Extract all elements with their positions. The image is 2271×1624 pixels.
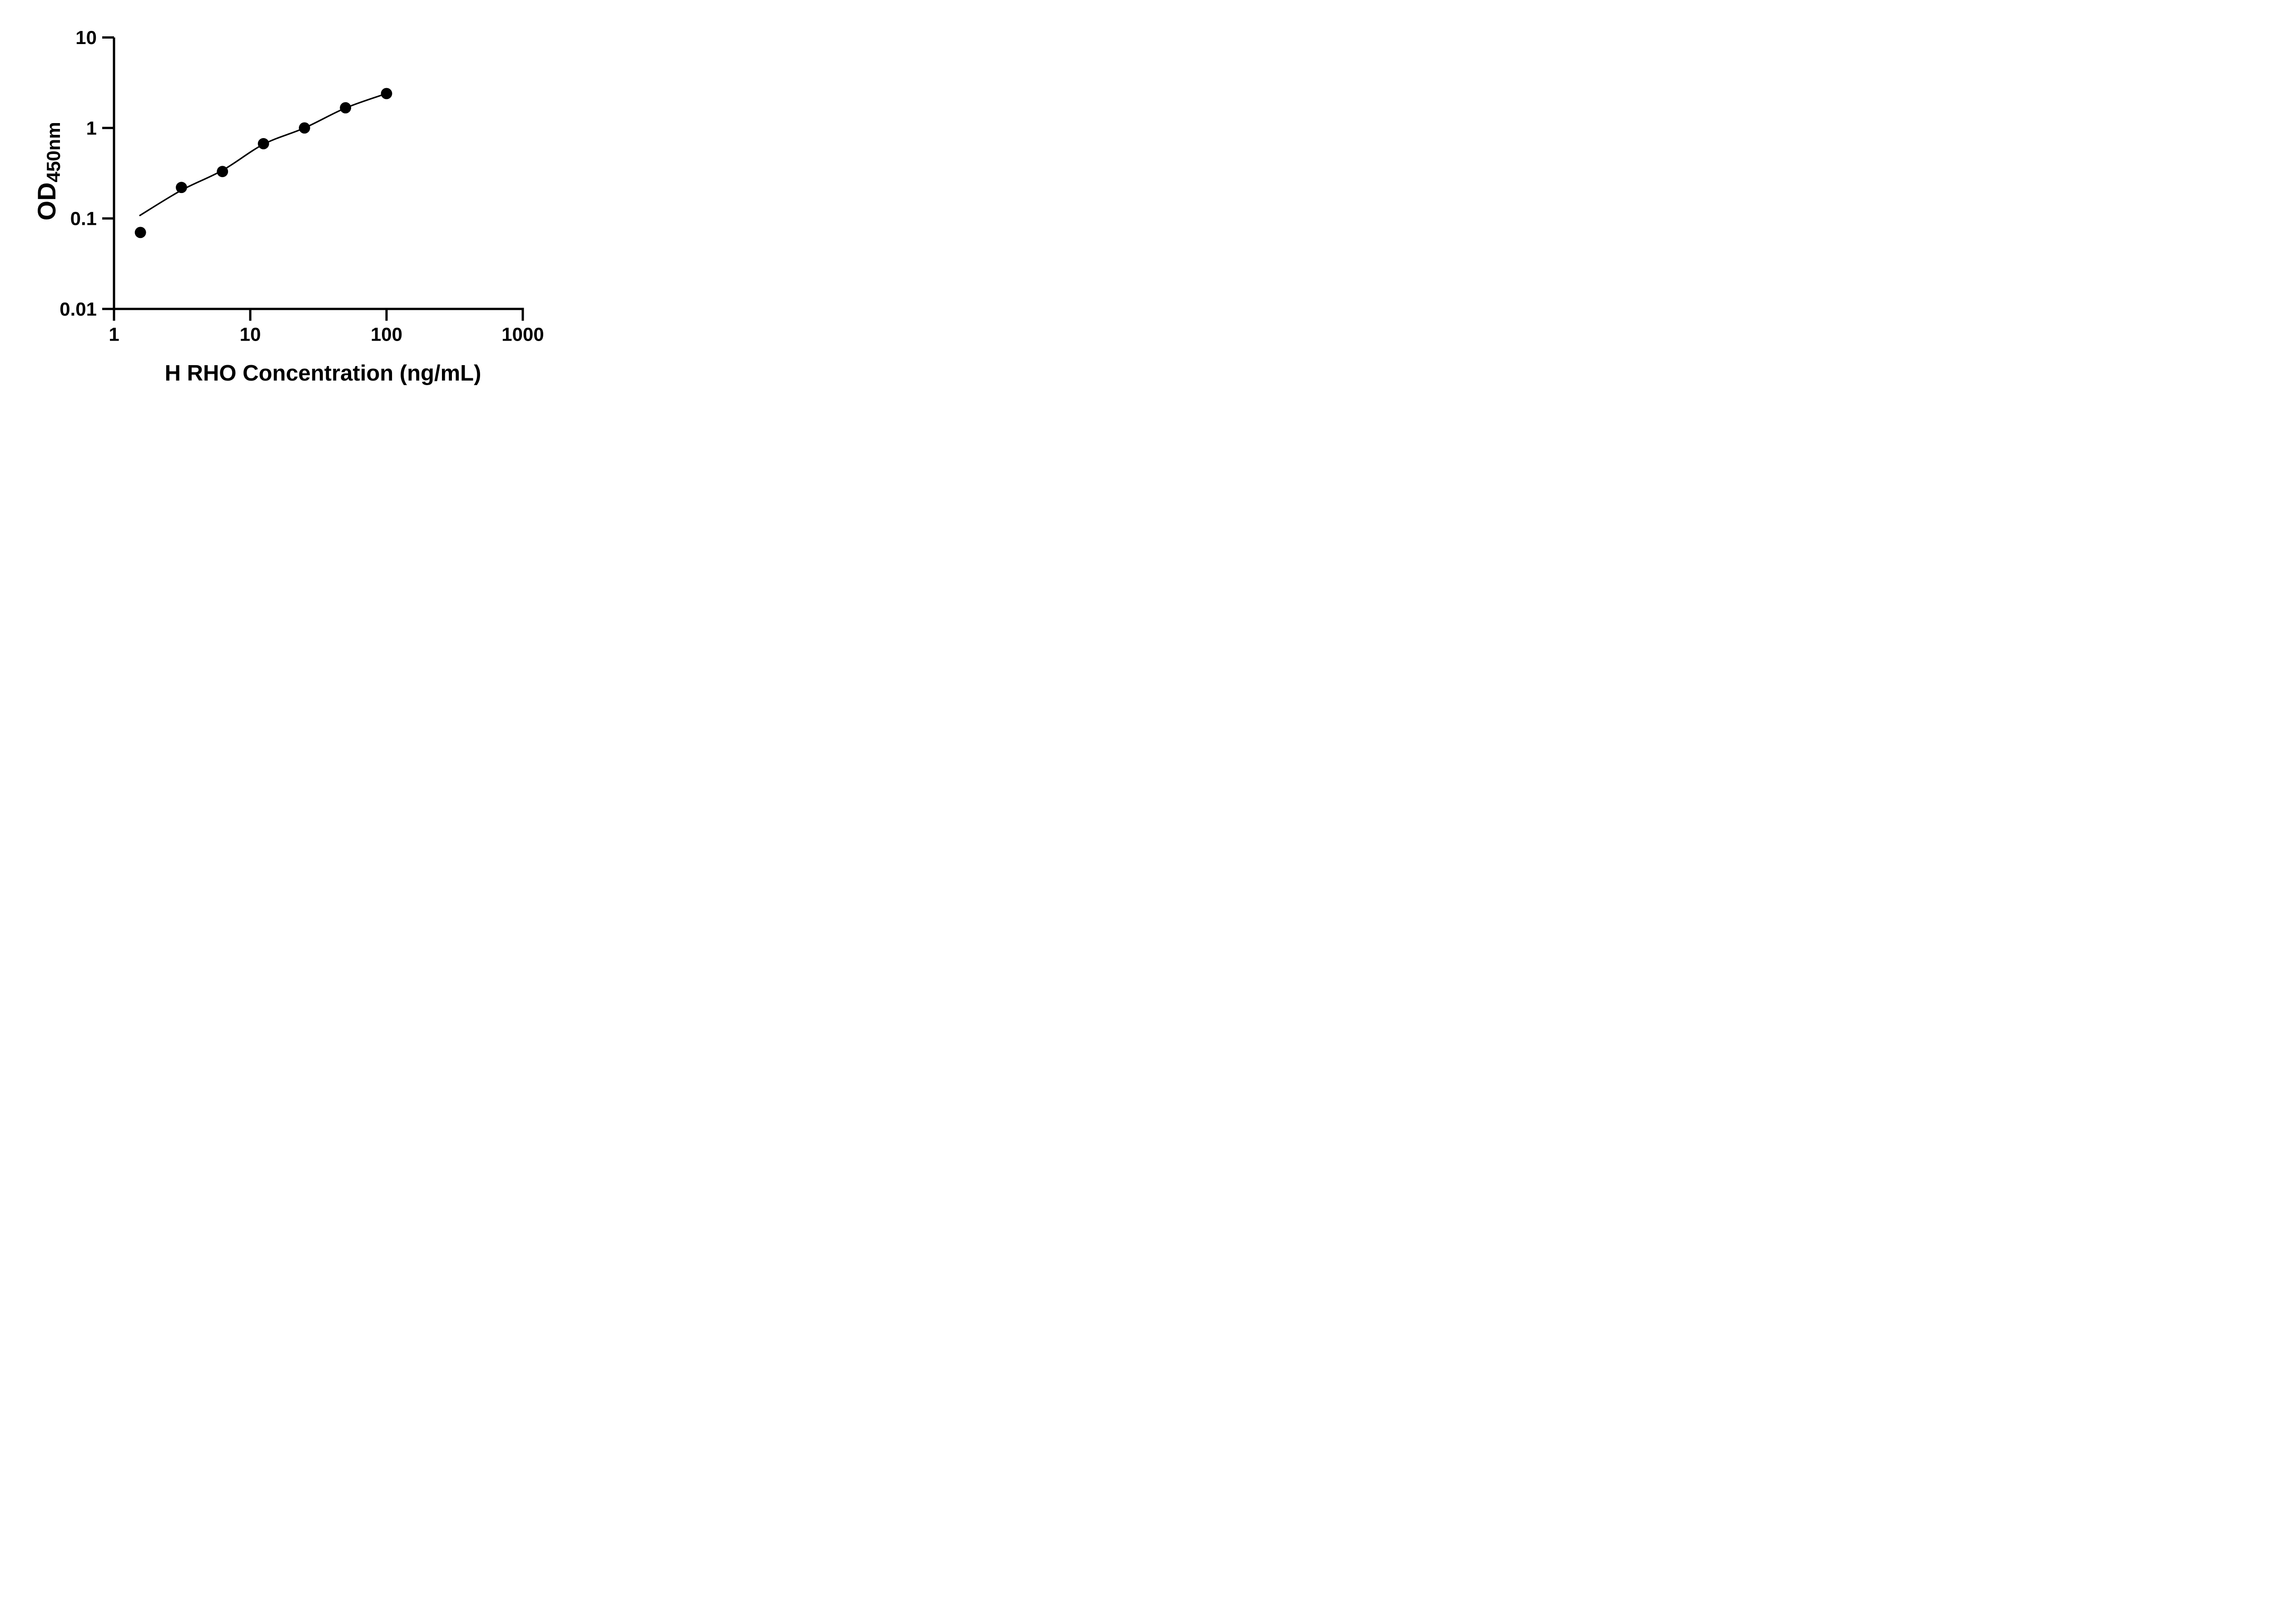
data-point — [258, 138, 269, 149]
data-point — [134, 227, 146, 238]
y-ticks — [102, 36, 114, 310]
x-tick-label: 10 — [240, 323, 261, 345]
x-tick-label: 1 — [109, 323, 119, 345]
x-tick-label: 1000 — [501, 323, 544, 345]
y-axis-title: OD450nm — [32, 122, 64, 220]
y-axis-title-main: OD — [32, 183, 61, 221]
data-points — [134, 88, 392, 238]
data-point — [340, 102, 352, 114]
fit-curve — [139, 93, 387, 216]
x-axis-title: H RHO Concentration (ng/mL) — [165, 361, 481, 386]
x-tick-label: 100 — [371, 323, 402, 345]
elisa-standard-curve-figure: 10 1 0.1 0.01 1 10 100 1000 H RHO Concentratio… — [0, 0, 587, 406]
x-ticks — [113, 309, 524, 321]
y-tick-labels: 10 1 0.1 0.01 — [60, 27, 97, 320]
y-tick-label: 1 — [86, 117, 97, 139]
y-tick-label: 0.01 — [60, 298, 97, 320]
data-point — [298, 122, 310, 134]
data-point — [381, 88, 392, 99]
x-tick-labels: 1 10 100 1000 — [109, 323, 544, 345]
y-axis: 10 1 0.1 0.01 — [60, 27, 115, 320]
x-axis: 1 10 100 1000 — [109, 307, 544, 345]
chart-canvas: 10 1 0.1 0.01 1 10 100 1000 H RHO Concentratio… — [32, 27, 544, 386]
data-point — [176, 182, 187, 193]
y-axis-title-subscript: 450nm — [43, 122, 64, 182]
y-tick-label: 0.1 — [70, 208, 97, 229]
y-tick-label: 10 — [75, 27, 97, 48]
data-point — [217, 166, 228, 178]
